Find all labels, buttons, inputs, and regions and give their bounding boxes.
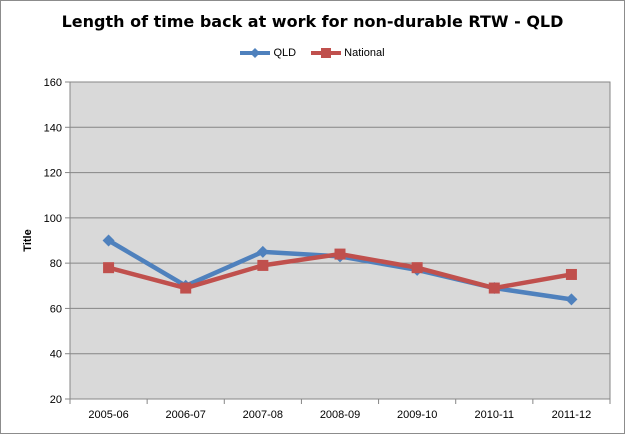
y-tick-label-80: 80 [50, 258, 62, 270]
y-axis-label: Title [22, 229, 34, 251]
point-national-2010-11 [488, 282, 500, 294]
x-tick-label-2007-08: 2007-08 [243, 409, 283, 421]
x-tick-label-2008-09: 2008-09 [320, 409, 360, 421]
point-qld-2007-08 [256, 245, 269, 258]
x-tick-label-2009-10: 2009-10 [397, 409, 437, 421]
chart-legend: QLD National [1, 47, 624, 61]
point-qld-2011-12 [565, 293, 578, 306]
point-national-2011-12 [565, 268, 577, 280]
legend-swatch-national [311, 48, 342, 58]
x-tick-label-2006-07: 2006-07 [166, 409, 206, 421]
legend-item-qld: QLD [240, 47, 296, 59]
chart-title: Length of time back at work for non-dura… [61, 12, 564, 31]
y-tick-label-40: 40 [50, 349, 62, 361]
y-tick-label-140: 140 [44, 122, 62, 134]
x-tick-label-2010-11: 2010-11 [475, 409, 515, 421]
point-national-2006-07 [180, 282, 192, 294]
legend-swatch-qld [240, 48, 271, 58]
y-tick-label-120: 120 [44, 168, 62, 180]
plot-area [69, 81, 611, 400]
x-tick-label-2005-06: 2005-06 [88, 409, 128, 421]
x-tick-label-2011-12: 2011-12 [552, 409, 592, 421]
point-national-2005-06 [103, 262, 115, 274]
y-tick-label-160: 160 [44, 77, 62, 89]
legend-label-national: National [344, 47, 385, 59]
y-tick-label-60: 60 [50, 303, 62, 315]
point-national-2007-08 [257, 259, 269, 271]
y-tick-label-100: 100 [44, 213, 62, 225]
point-national-2009-10 [411, 262, 423, 274]
point-national-2008-09 [334, 248, 346, 260]
legend-item-national: National [311, 47, 385, 59]
legend-label-qld: QLD [273, 47, 297, 59]
y-tick-label-20: 20 [50, 394, 62, 406]
point-qld-2005-06 [102, 234, 115, 247]
